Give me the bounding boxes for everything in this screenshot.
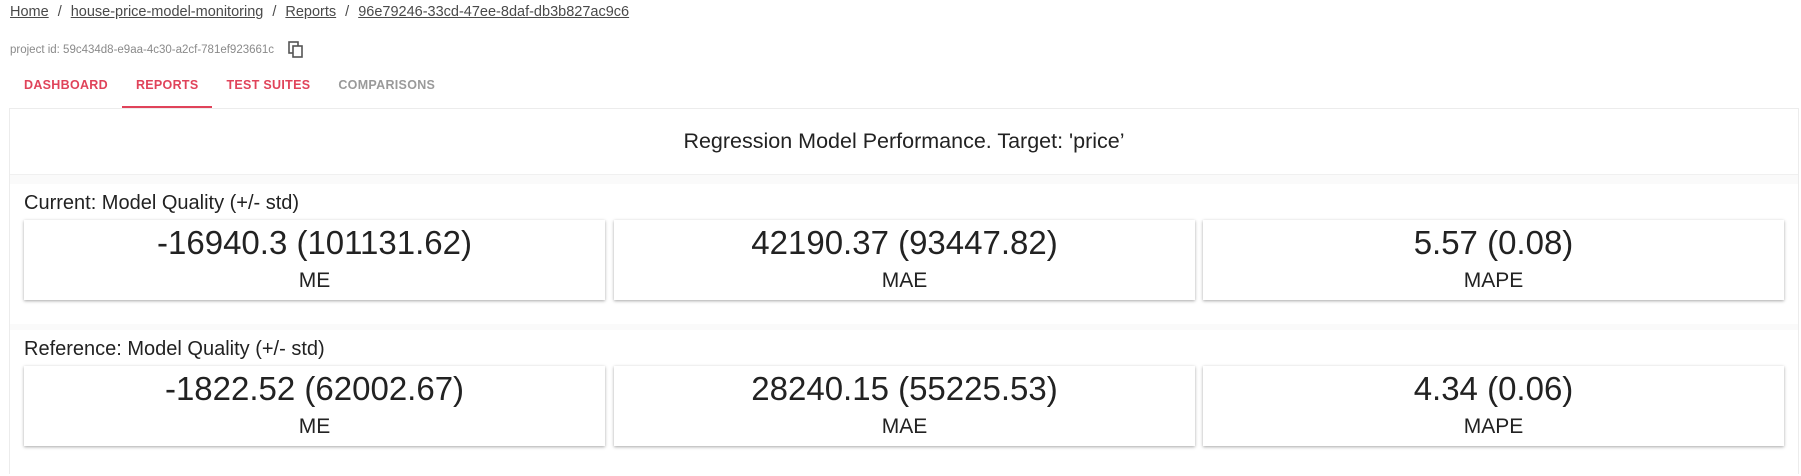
metric-value: -1822.52 (62002.67) xyxy=(164,370,465,407)
metric-value: 4.34 (0.06) xyxy=(1413,370,1574,407)
metric-value: 28240.15 (55225.53) xyxy=(751,370,1058,407)
reference-section-title: Reference: Model Quality (+/- std) xyxy=(24,338,325,360)
tab-test-suites[interactable]: TEST SUITES xyxy=(226,78,311,92)
copy-icon-glyph xyxy=(288,41,303,58)
breadcrumb-separator: / xyxy=(345,4,350,20)
breadcrumb-home-link[interactable]: Home xyxy=(10,4,49,20)
reference-quality-section: Reference: Model Quality (+/- std) -1822… xyxy=(10,330,1798,470)
current-me-card: -16940.3 (101131.62) ME xyxy=(24,220,605,300)
current-quality-section: Current: Model Quality (+/- std) -16940.… xyxy=(10,184,1798,324)
metric-label: MAE xyxy=(881,269,928,292)
current-section-title: Current: Model Quality (+/- std) xyxy=(24,192,300,214)
breadcrumb-separator: / xyxy=(57,4,62,20)
breadcrumb-reports-link[interactable]: Reports xyxy=(285,4,337,20)
report-title: Regression Model Performance. Target: 'p… xyxy=(10,109,1798,175)
breadcrumb-separator: / xyxy=(272,4,277,20)
copy-icon[interactable] xyxy=(286,40,306,60)
breadcrumb-report-id-link[interactable]: 96e79246-33cd-47ee-8daf-db3b827ac9c6 xyxy=(358,4,630,20)
report-panel: Regression Model Performance. Target: 'p… xyxy=(9,108,1799,476)
project-id-text: project id: 59c434d8-e9aa-4c30-a2cf-781e… xyxy=(10,44,275,56)
metric-label: ME xyxy=(298,269,331,292)
metric-value: -16940.3 (101131.62) xyxy=(157,224,472,261)
current-mape-card: 5.57 (0.08) MAPE xyxy=(1203,220,1784,300)
metric-label: ME xyxy=(298,415,331,438)
breadcrumb-project-link[interactable]: house-price-model-monitoring xyxy=(70,4,264,20)
breadcrumb: Home / house-price-model-monitoring / Re… xyxy=(10,2,629,22)
reference-mape-card: 4.34 (0.06) MAPE xyxy=(1203,366,1784,446)
tab-comparisons[interactable]: COMPARISONS xyxy=(338,78,436,92)
reference-mae-card: 28240.15 (55225.53) MAE xyxy=(614,366,1195,446)
reference-me-card: -1822.52 (62002.67) ME xyxy=(24,366,605,446)
metric-value: 42190.37 (93447.82) xyxy=(751,224,1058,261)
project-id-row: project id: 59c434d8-e9aa-4c30-a2cf-781e… xyxy=(10,40,306,60)
current-mae-card: 42190.37 (93447.82) MAE xyxy=(614,220,1195,300)
metric-label: MAPE xyxy=(1463,269,1524,292)
next-section-edge xyxy=(10,468,1798,476)
metric-label: MAE xyxy=(881,415,928,438)
metric-label: MAPE xyxy=(1463,415,1524,438)
tab-reports[interactable]: REPORTS xyxy=(121,72,213,108)
tab-dashboard[interactable]: DASHBOARD xyxy=(24,78,108,92)
metric-value: 5.57 (0.08) xyxy=(1413,224,1574,261)
tab-bar: DASHBOARD REPORTS TEST SUITES COMPARISON… xyxy=(10,72,449,108)
